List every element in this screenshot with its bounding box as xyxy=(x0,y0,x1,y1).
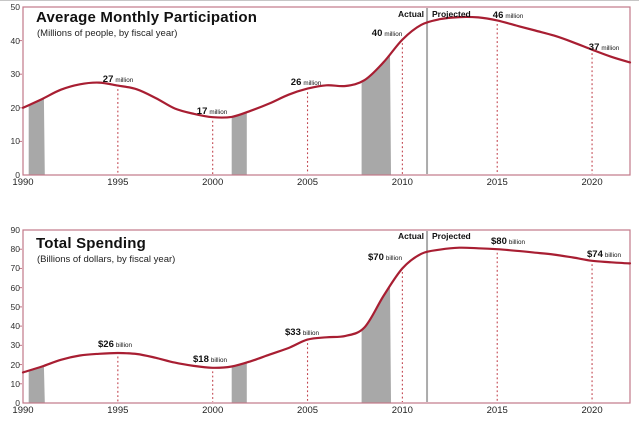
x-tick-label: 2015 xyxy=(486,405,508,416)
data-label-number: 27 xyxy=(102,74,114,85)
recession-band xyxy=(231,112,247,175)
spending-chart-title: Total Spending xyxy=(36,235,147,252)
x-tick-label: 1990 xyxy=(12,177,34,188)
recession-band xyxy=(28,98,45,175)
data-label-number: 26 xyxy=(290,77,302,88)
data-label: $26 billion xyxy=(98,337,132,351)
data-label-unit: billion xyxy=(210,357,227,364)
y-tick-label: 70 xyxy=(10,263,20,274)
y-tick-label: 50 xyxy=(10,301,20,312)
y-tick-label: 0 xyxy=(15,398,20,408)
y-tick-label: 20 xyxy=(10,102,20,113)
participation-chart-title: Average Monthly Participation xyxy=(36,9,258,26)
data-label-number: 40 xyxy=(371,28,383,39)
data-label-unit: million xyxy=(209,109,228,116)
x-tick-label: 2005 xyxy=(296,405,319,416)
data-label-number: 37 xyxy=(588,42,600,53)
participation-projected-label: Projected xyxy=(432,9,471,19)
data-label-unit: billion xyxy=(302,330,319,337)
y-tick-label: 40 xyxy=(10,321,20,332)
data-label-unit: million xyxy=(303,80,322,87)
recession-band xyxy=(361,286,391,403)
x-tick-label: 2020 xyxy=(581,177,603,188)
y-tick-label: 20 xyxy=(10,359,20,370)
recession-band xyxy=(361,54,391,175)
data-label: $33 billion xyxy=(285,325,319,339)
data-label-number: $80 xyxy=(491,236,507,247)
x-tick-label: 1995 xyxy=(107,177,129,188)
data-label-unit: billion xyxy=(508,239,525,246)
x-tick-label: 2010 xyxy=(391,177,413,188)
data-label-number: $70 xyxy=(368,252,384,263)
x-tick-label: 2005 xyxy=(296,177,319,188)
participation-chart xyxy=(19,6,632,176)
data-label-unit: billion xyxy=(604,252,621,259)
data-label-number: $26 xyxy=(98,339,114,350)
y-tick-label: 40 xyxy=(10,35,20,46)
x-tick-label: 1995 xyxy=(107,405,129,416)
data-label-unit: billion xyxy=(115,342,132,349)
participation-trend-line xyxy=(21,15,632,119)
data-label: $18 billion xyxy=(193,352,227,366)
data-label: 26 million xyxy=(291,75,321,89)
data-label-unit: billion xyxy=(385,255,402,262)
y-tick-label: 60 xyxy=(10,282,20,293)
x-tick-label: 2010 xyxy=(391,405,413,416)
x-tick-label: 2000 xyxy=(202,405,224,416)
data-label: 17 million xyxy=(197,104,227,118)
data-label-unit: million xyxy=(384,31,403,38)
y-tick-label: 90 xyxy=(10,225,20,235)
data-label-number: 46 xyxy=(492,10,504,21)
data-label: 27 million xyxy=(103,72,133,86)
y-tick-label: 80 xyxy=(10,244,20,255)
recession-band xyxy=(28,365,45,403)
y-tick-label: 10 xyxy=(10,378,20,389)
data-label: $74 billion xyxy=(587,247,621,261)
data-label: 37 million xyxy=(589,40,619,54)
data-label-number: $33 xyxy=(285,327,301,338)
participation-chart-subtitle: (Millions of people, by fiscal year) xyxy=(37,28,178,39)
spending-chart xyxy=(19,229,632,404)
x-tick-label: 2015 xyxy=(486,177,508,188)
y-tick-label: 30 xyxy=(10,69,20,80)
spending-actual-label: Actual xyxy=(398,231,424,241)
recession-band xyxy=(231,362,247,403)
data-label: 46 million xyxy=(493,8,523,22)
y-tick-label: 10 xyxy=(10,136,20,147)
data-label-number: $74 xyxy=(587,249,603,260)
plot-frame xyxy=(22,229,631,404)
data-label: $80 billion xyxy=(491,234,525,248)
x-tick-label: 2020 xyxy=(581,405,603,416)
y-tick-label: 30 xyxy=(10,340,20,351)
x-tick-label: 2000 xyxy=(202,177,224,188)
y-tick-label: 50 xyxy=(10,2,20,12)
data-label-unit: million xyxy=(115,77,134,84)
y-tick-label: 0 xyxy=(15,170,20,180)
plot-frame xyxy=(22,6,631,176)
spending-projected-label: Projected xyxy=(432,231,471,241)
spending-chart-subtitle: (Billions of dollars, by fiscal year) xyxy=(37,254,176,265)
data-label-number: 17 xyxy=(196,106,208,117)
spending-trend-line xyxy=(21,246,632,374)
data-label-number: $18 xyxy=(193,354,209,365)
data-label-unit: million xyxy=(601,45,620,52)
x-tick-label: 1990 xyxy=(12,405,34,416)
participation-actual-label: Actual xyxy=(398,9,424,19)
data-label: 40 million xyxy=(372,26,402,40)
data-label: $70 billion xyxy=(368,250,402,264)
data-label-unit: million xyxy=(505,13,524,20)
